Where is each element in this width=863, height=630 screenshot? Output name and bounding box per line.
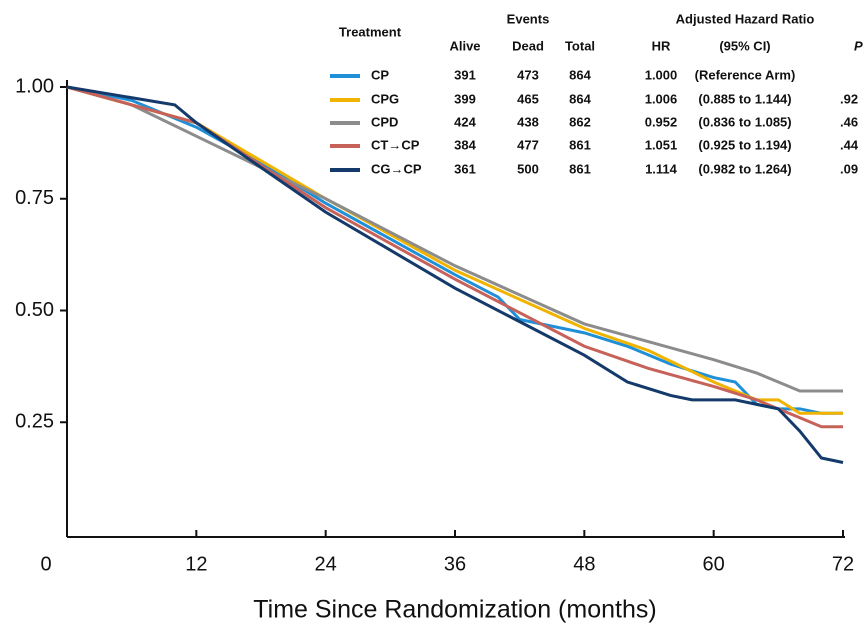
x-tick-label: 24 xyxy=(315,553,337,575)
table-header: Events xyxy=(507,11,550,26)
y-tick-label: 0.75 xyxy=(15,187,54,209)
table-cell: .44 xyxy=(840,137,859,152)
table-column-header: P xyxy=(854,38,863,53)
table-cell: 477 xyxy=(517,137,539,152)
table-cell: (0.982 to 1.264) xyxy=(698,161,791,176)
y-tick-label: 0.50 xyxy=(15,299,54,321)
table-column-header: Total xyxy=(565,38,595,53)
table-cell: 861 xyxy=(569,161,591,176)
table-cell: (0.836 to 1.085) xyxy=(698,114,791,129)
table-cell: 0.952 xyxy=(645,114,678,129)
x-tick-label: 60 xyxy=(703,553,725,575)
table-header: Treatment xyxy=(339,24,402,39)
survival-curve xyxy=(66,85,843,393)
legend-label: CT→CP xyxy=(371,137,420,152)
table-cell: 473 xyxy=(517,67,539,82)
table-cell: 438 xyxy=(517,114,539,129)
table-cell: 864 xyxy=(569,91,591,106)
table-cell: 864 xyxy=(569,67,591,82)
table-column-header: Dead xyxy=(512,38,544,53)
table-cell: 384 xyxy=(454,137,476,152)
table-cell: 361 xyxy=(454,161,476,176)
table-cell: (0.925 to 1.194) xyxy=(698,137,791,152)
table-cell: 391 xyxy=(454,67,476,82)
table-cell: .92 xyxy=(840,91,858,106)
table-cell: 1.051 xyxy=(645,137,678,152)
x-tick-label: 72 xyxy=(832,553,854,575)
table-cell: 500 xyxy=(517,161,539,176)
x-tick-label: 36 xyxy=(444,553,466,575)
x-tick-label: 48 xyxy=(573,553,595,575)
x-axis-label: Time Since Randomization (months) xyxy=(253,596,656,624)
table-cell: 1.006 xyxy=(645,91,678,106)
legend-label: CP xyxy=(371,67,389,82)
table-cell: 399 xyxy=(454,91,476,106)
y-tick-label: 1.00 xyxy=(15,75,54,97)
table-header: Adjusted Hazard Ratio xyxy=(676,11,815,26)
table-cell: 1.114 xyxy=(645,161,678,176)
table-column-header: Alive xyxy=(449,38,480,53)
legend-label: CPD xyxy=(371,114,398,129)
table-column-header: (95% CI) xyxy=(719,38,770,53)
table-cell: (0.885 to 1.144) xyxy=(698,91,791,106)
x-tick-label: 12 xyxy=(185,553,207,575)
y-tick-label: 0.25 xyxy=(15,411,54,433)
table-cell: 862 xyxy=(569,114,591,129)
table-cell: 1.000 xyxy=(645,67,678,82)
table-cell: .46 xyxy=(840,114,858,129)
x-tick-label: 0 xyxy=(40,553,51,575)
table-cell: 424 xyxy=(454,114,476,129)
legend-label: CG→CP xyxy=(371,161,422,176)
table-cell: 861 xyxy=(569,137,591,152)
table-cell: 465 xyxy=(517,91,539,106)
survival-curve xyxy=(66,85,844,464)
survival-curve xyxy=(66,85,843,429)
survival-curve xyxy=(66,85,843,415)
table-cell: .09 xyxy=(840,161,858,176)
table-column-header: HR xyxy=(652,38,671,53)
legend-label: CPG xyxy=(371,91,399,106)
table-cell: (Reference Arm) xyxy=(695,67,796,82)
